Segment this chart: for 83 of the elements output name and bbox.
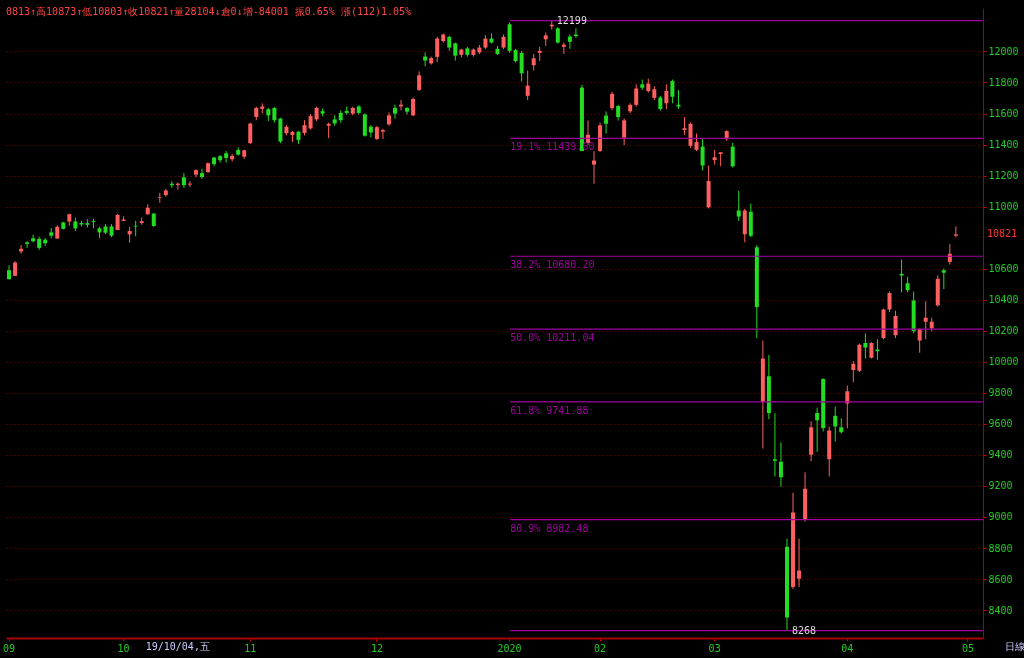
y-tick-label: 10400 <box>988 294 1019 306</box>
x-tick-label: 03 <box>708 642 721 654</box>
x-tick-label: 05 <box>961 642 974 654</box>
x-tick-label: 12 <box>370 642 383 654</box>
y-tick-label: 11800 <box>988 76 1019 88</box>
candlestick <box>157 192 162 204</box>
y-tick-label: 12000 <box>988 45 1019 57</box>
candlestick <box>851 360 856 383</box>
ref-line-label: 38.2% 10680.20 <box>510 259 595 271</box>
text: 19/10/04,五 <box>145 641 210 652</box>
candlestick <box>941 268 946 290</box>
candlestick <box>815 407 820 453</box>
x-tick-label: 02 <box>594 642 607 654</box>
candlestick <box>772 412 777 477</box>
candlestick <box>519 50 524 83</box>
candlestick <box>887 291 892 313</box>
candlestick <box>953 225 958 238</box>
text: 日線 <box>1005 641 1024 652</box>
candlestick <box>423 51 428 67</box>
y-tick-label: 11600 <box>988 108 1019 120</box>
candlestick <box>833 406 838 443</box>
candlestick <box>380 128 385 140</box>
ref-line-label: 80.9% 8982.48 <box>510 522 589 534</box>
candlestick <box>561 42 566 55</box>
x-tick-label: 10 <box>117 642 130 654</box>
y-tick-label: 10600 <box>988 263 1019 275</box>
y-tick-label: 8600 <box>988 573 1013 585</box>
y-tick-label: 9000 <box>988 511 1013 523</box>
x-tick-label: 2020 <box>497 642 522 654</box>
candlestick <box>730 142 735 169</box>
candlestick <box>917 327 922 354</box>
ref-line-label: 50.0% 10211.04 <box>510 332 595 344</box>
candlestick <box>664 83 669 110</box>
chart-title: 0813↑高10873↑低10803↑收10821↑量28104↓倉0↓增-84001 振0.65% 漲(112)1.05% <box>6 6 412 17</box>
y-tick-label: 11200 <box>988 170 1019 182</box>
y-tick-label: 10200 <box>988 325 1019 337</box>
candlestick <box>742 208 747 243</box>
candlestick <box>187 180 192 188</box>
x-tick-label: 09 <box>2 642 16 654</box>
candlestick <box>700 138 705 171</box>
y-tick-label: 11000 <box>988 201 1019 213</box>
candlestick <box>567 34 572 50</box>
candlestick <box>392 104 397 120</box>
y-tick-label: 9600 <box>988 418 1013 430</box>
candlestick <box>278 117 283 144</box>
candlestick <box>610 91 615 111</box>
y-tick-label: 8400 <box>988 604 1013 616</box>
candlestick <box>218 154 223 164</box>
candlestick <box>899 259 904 293</box>
y-tick-label: 9200 <box>988 480 1013 492</box>
candlestick <box>634 83 639 108</box>
candlestick <box>411 97 416 117</box>
y-tick-label: 10000 <box>988 356 1019 368</box>
candlestick <box>248 122 253 145</box>
text: 10821 <box>987 228 1018 240</box>
y-tick-label: 9800 <box>988 387 1013 399</box>
y-tick-label: 11400 <box>988 139 1019 151</box>
candlestick <box>181 172 186 189</box>
y-tick-label: 9400 <box>988 449 1013 461</box>
candlestick <box>622 117 627 146</box>
candlestick <box>670 79 675 104</box>
candlestick <box>923 300 928 340</box>
candlestick <box>676 89 681 110</box>
x-tick-label: 11 <box>244 642 257 654</box>
candlestick <box>797 538 802 588</box>
candlestick <box>362 112 367 138</box>
candlestick <box>224 150 229 164</box>
ref-line-label: 61.8% 9741.88 <box>510 404 589 416</box>
candlestick <box>525 70 530 101</box>
candlestick <box>604 111 609 135</box>
candlestick <box>778 441 783 488</box>
candlestick <box>863 332 868 360</box>
candlestick <box>200 168 204 180</box>
candlestick <box>592 150 597 185</box>
candlestick <box>688 122 693 149</box>
candlestick <box>417 70 422 92</box>
candlestick <box>25 240 30 249</box>
candlestick <box>845 385 850 429</box>
candlestick <box>736 190 741 222</box>
y-tick-label: 8800 <box>988 542 1013 554</box>
candlestick <box>435 36 440 63</box>
x-tick-label: 04 <box>841 642 854 654</box>
candlestick <box>31 234 36 244</box>
